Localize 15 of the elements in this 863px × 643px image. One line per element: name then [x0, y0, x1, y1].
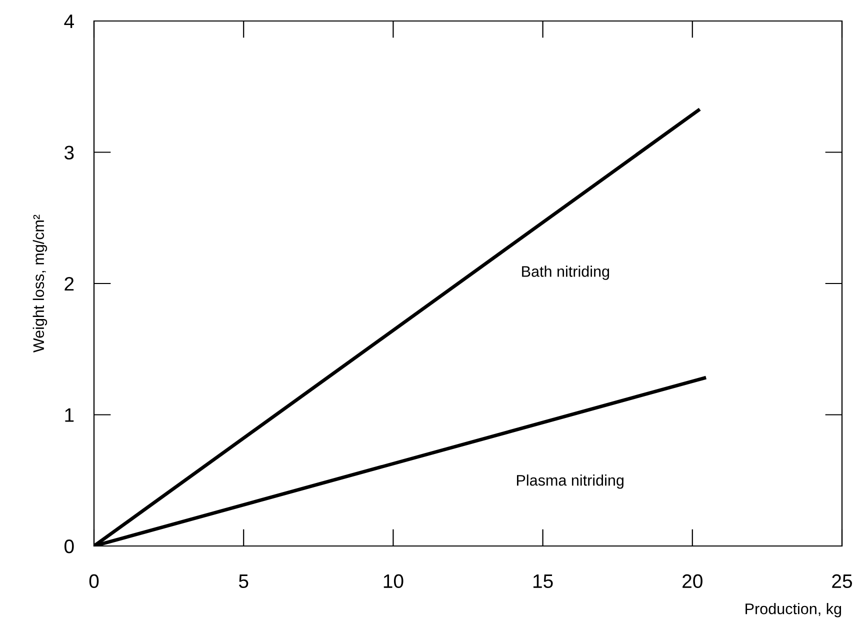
x-tick-label: 5	[238, 574, 248, 588]
y-tick-label: 4	[64, 14, 74, 28]
x-tick-label: 0	[89, 574, 99, 588]
y-tick-label: 1	[65, 408, 74, 422]
text: Plasma nitriding	[517, 474, 624, 489]
y-tick-label: 3	[64, 146, 74, 160]
series-label: Bath nitriding	[522, 266, 610, 280]
y-tick-label: 0	[64, 539, 74, 554]
x-tick-label: 10	[384, 574, 404, 588]
y-tick-label: 2	[64, 276, 74, 291]
x-axis-title: Production, kg	[746, 603, 842, 618]
y-axis-title: Weight loss, mg/cm²	[32, 214, 48, 352]
x-tick-label: 15	[533, 574, 553, 588]
x-tick-label: 20	[682, 574, 702, 588]
x-tick-label: 25	[832, 574, 852, 588]
